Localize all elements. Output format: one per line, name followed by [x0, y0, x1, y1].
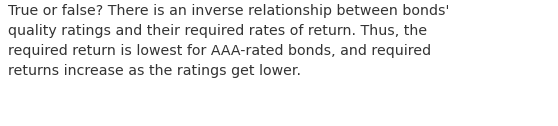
Text: True or false? There is an inverse relationship between bonds'
quality ratings a: True or false? There is an inverse relat… [8, 4, 450, 78]
